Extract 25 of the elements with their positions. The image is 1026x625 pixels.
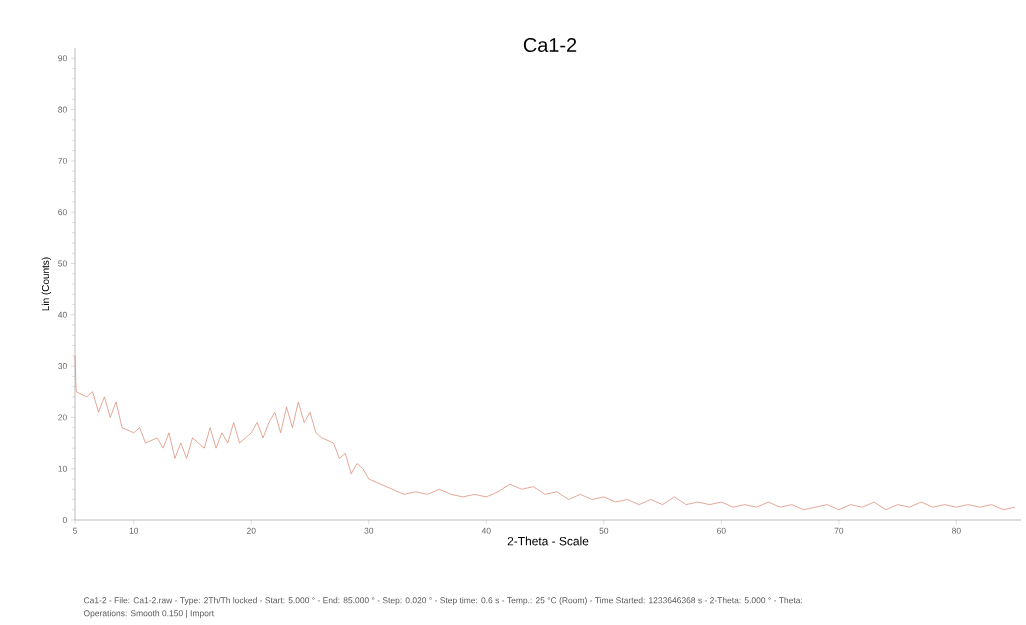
x-tick-label: 30 bbox=[364, 527, 374, 534]
x-tick-label: 10 bbox=[129, 527, 139, 534]
y-tick-label: 60 bbox=[58, 209, 67, 216]
x-tick-label: 70 bbox=[834, 527, 844, 534]
y-tick-label: 70 bbox=[58, 157, 67, 164]
text: Ca1-2 - File: Ca1-2.raw - Type: 2Th/Th locked - Start: 5.000 ° - End: 85.000 ° - Step: 0.020 ° - Step time: 0.6 s - Temp.: 25 °C (Room) - Time Started: 1233646368 s - 2-Theta: 5.000 ° - Theta: bbox=[83, 597, 803, 605]
y-tick-label: 10 bbox=[58, 465, 67, 472]
y-tick-label: 50 bbox=[58, 260, 67, 267]
x-tick-label: 50 bbox=[599, 527, 609, 534]
y-tick-label: 90 bbox=[58, 55, 67, 62]
x-tick-label: 60 bbox=[717, 527, 726, 534]
x-tick-label: 5 bbox=[72, 527, 77, 534]
y-axis-title: Lin (Counts) bbox=[41, 257, 51, 311]
x-tick-label: 80 bbox=[952, 527, 961, 534]
y-tick-label: 0 bbox=[62, 517, 67, 523]
y-tick-label: 40 bbox=[58, 311, 67, 318]
chart-title: Ca1-2 bbox=[523, 37, 577, 53]
text: Operations: Smooth 0.150 | Import bbox=[83, 610, 214, 618]
line-series bbox=[74, 355, 1016, 511]
x-tick-label: 20 bbox=[246, 527, 256, 534]
y-tick-label: 30 bbox=[58, 363, 67, 370]
y-tick-label: 20 bbox=[58, 414, 67, 421]
y-tick-label: 80 bbox=[58, 106, 67, 113]
x-axis-title: 2-Theta - Scale bbox=[507, 536, 589, 546]
x-tick-label: 40 bbox=[481, 527, 491, 534]
